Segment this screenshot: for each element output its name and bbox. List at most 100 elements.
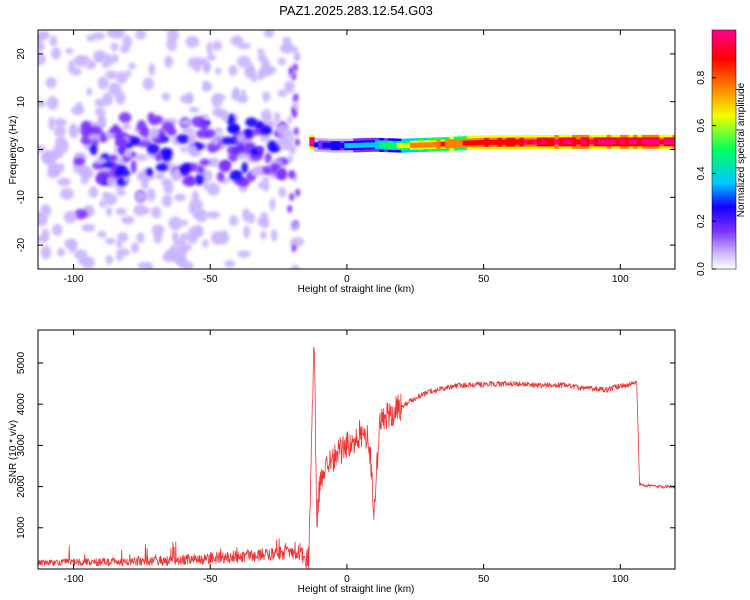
heatmap-cell	[153, 115, 164, 125]
heatmap-cell	[122, 35, 132, 49]
heatmap-cell	[257, 48, 265, 56]
heatmap-cell	[163, 182, 174, 194]
x-tick-label: 100	[612, 574, 629, 585]
heatmap-ridge-cell	[427, 142, 433, 148]
heatmap-cell	[99, 199, 106, 208]
heatmap-ridge-cell	[593, 139, 599, 145]
x-tick-label: 0	[344, 274, 350, 285]
heatmap-cell	[262, 165, 273, 175]
heatmap-cell	[121, 216, 135, 225]
heatmap-cell	[118, 112, 132, 123]
heatmap-cell	[211, 136, 220, 146]
heatmap-cell	[261, 57, 270, 69]
colorbar-tick-label: 0.2	[696, 214, 707, 228]
heatmap-cell	[41, 151, 54, 164]
colorbar-tick-label: 0.8	[696, 70, 707, 84]
heatmap-cell	[74, 249, 88, 260]
heatmap-ridge-cell	[444, 141, 451, 147]
heatmap-cell	[69, 125, 79, 139]
heatmap-cell	[38, 52, 46, 66]
heatmap-ridge-cell	[584, 139, 591, 145]
heatmap-cell	[146, 188, 156, 202]
heatmap-cell	[282, 36, 292, 47]
heatmap-cell	[166, 37, 177, 52]
heatmap-cell	[63, 210, 78, 224]
heatmap-cell	[259, 132, 271, 142]
heatmap-ridge-cell	[388, 142, 394, 148]
spectrogram-y-ticks: -20 -10 0 10 20	[16, 48, 675, 252]
heatmap-cell	[204, 128, 216, 139]
heatmap-cell	[270, 163, 281, 171]
heatmap-cell	[241, 161, 248, 174]
heatmap-cell	[52, 223, 63, 236]
heatmap-cell	[218, 230, 230, 245]
heatmap-cell	[73, 157, 86, 166]
heatmap-ridge-cell	[510, 139, 516, 145]
heatmap-cell	[243, 225, 251, 239]
y-tick-label: -20	[16, 237, 27, 252]
heatmap-ridge-cell	[554, 139, 560, 145]
heatmap-ridge-cell	[396, 143, 403, 149]
heatmap-ridge-cell	[475, 140, 481, 146]
heatmap-ridge-cell	[545, 139, 551, 145]
heatmap-cell	[292, 63, 298, 72]
heatmap-cell	[228, 64, 238, 77]
heatmap-cell	[246, 63, 254, 76]
heatmap-ridge-cell	[431, 142, 438, 148]
heatmap-cell	[244, 128, 252, 138]
heatmap-cell	[256, 145, 265, 154]
heatmap-ridge-cell	[401, 143, 407, 149]
heatmap-ridge-cell	[322, 142, 328, 148]
heatmap-cell	[82, 256, 95, 269]
heatmap-cell	[59, 187, 74, 200]
heatmap-cell	[105, 70, 118, 80]
heatmap-cell	[101, 61, 109, 69]
heatmap-cell	[229, 172, 243, 181]
heatmap-cell	[293, 102, 299, 111]
heatmap-cell	[38, 41, 45, 52]
heatmap-cell	[155, 171, 165, 180]
y-tick-label: 0	[16, 146, 27, 152]
heatmap-ridge-cell	[418, 142, 424, 148]
heatmap-cell	[108, 82, 122, 96]
heatmap-ridge-cell	[501, 139, 508, 145]
heatmap-cell	[137, 261, 150, 269]
heatmap-ridge-cell	[576, 139, 582, 145]
heatmap-cell	[49, 35, 58, 47]
y-tick-label: 20	[16, 48, 27, 60]
heatmap-ridge-cell	[641, 139, 648, 145]
heatmap-ridge-cell	[633, 139, 639, 145]
heatmap-cell	[149, 127, 160, 139]
heatmap-ridge-cell	[409, 142, 416, 148]
heatmap-cell	[206, 211, 221, 219]
heatmap-cell	[95, 157, 108, 165]
heatmap-ridge-cell	[361, 142, 368, 148]
heatmap-cell	[236, 132, 246, 144]
heatmap-marks	[38, 30, 675, 269]
heatmap-ridge-cell	[506, 139, 512, 145]
heatmap-cell	[155, 151, 163, 162]
heatmap-cell	[102, 191, 110, 199]
heatmap-cell	[89, 144, 98, 156]
heatmap-cell	[202, 239, 209, 248]
heatmap-cell	[263, 30, 275, 38]
heatmap-ridge-cell	[471, 140, 477, 146]
heatmap-cell	[288, 66, 294, 75]
heatmap-cell	[277, 57, 286, 66]
y-tick-label: 10	[16, 96, 27, 108]
heatmap-ridge-cell	[567, 139, 573, 145]
heatmap-cell	[295, 188, 301, 197]
heatmap-ridge-cell	[619, 139, 626, 145]
heatmap-cell	[94, 98, 107, 108]
heatmap-cell	[94, 55, 105, 63]
heatmap-cell	[86, 34, 96, 42]
heatmap-cell	[221, 136, 236, 145]
heatmap-ridge-cell	[462, 140, 468, 146]
heatmap-cell	[261, 109, 272, 123]
heatmap-cell	[269, 197, 276, 211]
heatmap-cell	[172, 231, 179, 243]
heatmap-cell	[136, 232, 145, 244]
heatmap-cell	[38, 101, 47, 108]
heatmap-ridge-cell	[383, 142, 389, 148]
heatmap-ridge-cell	[379, 142, 385, 148]
